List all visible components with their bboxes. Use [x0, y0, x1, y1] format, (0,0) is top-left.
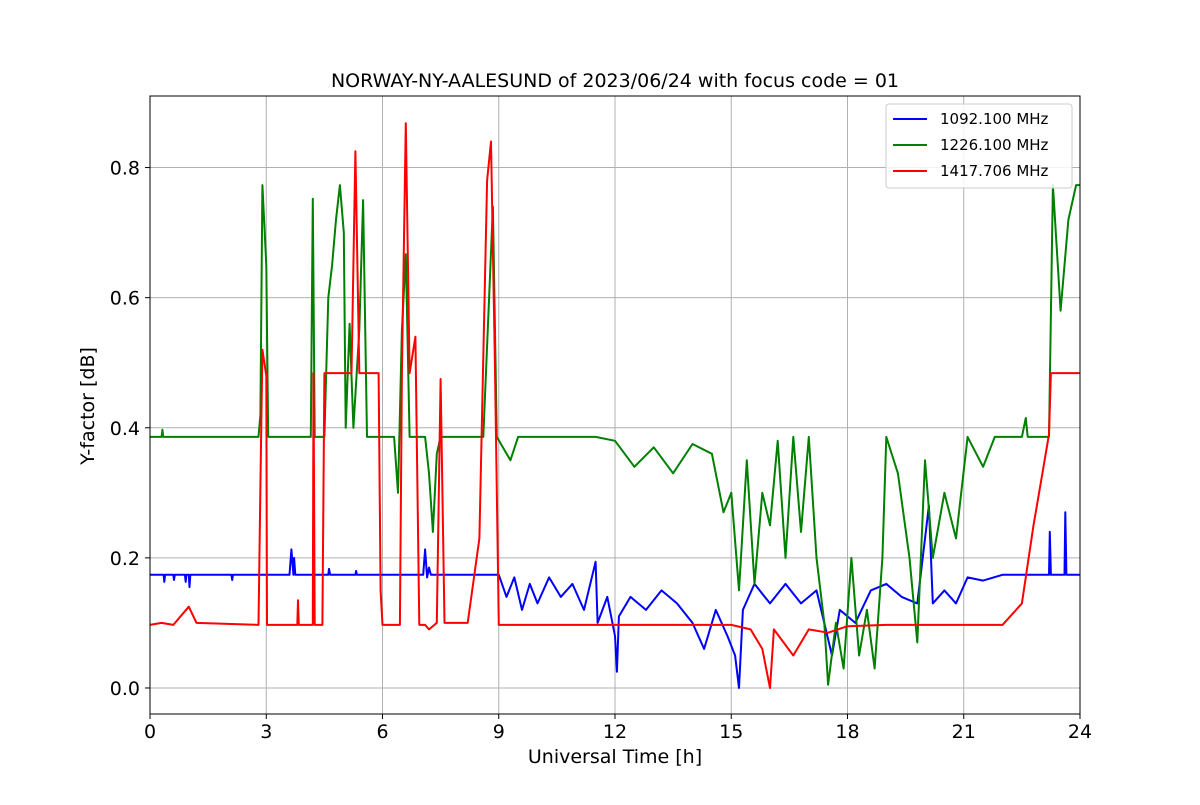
series-line-2 — [150, 184, 1080, 686]
x-tick-label: 15 — [719, 721, 743, 743]
x-tick-label: 21 — [952, 721, 976, 743]
legend-label: 1226.100 MHz — [940, 136, 1049, 154]
legend-label: 1417.706 MHz — [940, 162, 1049, 180]
y-axis-label: Y-factor [dB] — [77, 347, 99, 466]
chart-legend: 1092.100 MHz 1226.100 MHz 1417.706 MHz — [885, 103, 1073, 189]
x-tick-label: 9 — [493, 721, 505, 743]
chart-title: NORWAY-NY-AALESUND of 2023/06/24 with fo… — [331, 70, 899, 92]
series-line-1 — [150, 504, 1080, 689]
legend-box — [885, 103, 1073, 189]
legend-label: 1092.100 MHz — [940, 110, 1049, 128]
y-tick-label: 0.6 — [110, 288, 140, 310]
x-axis-label: Universal Time [h] — [528, 746, 702, 768]
x-tick-label: 3 — [260, 721, 272, 743]
y-tick-label: 0.8 — [110, 158, 140, 180]
x-tick-label: 0 — [144, 721, 156, 743]
x-tick-label: 18 — [835, 721, 859, 743]
x-tick-label: 12 — [603, 721, 627, 743]
series-lines — [149, 122, 1080, 689]
x-tick-label: 24 — [1068, 721, 1092, 743]
series-line-3 — [149, 122, 1080, 689]
axis-ticks: 0 3 6 9 12 15 18 21 24 0.0 0.2 0.4 0.6 0.8 — [110, 158, 1092, 743]
y-tick-label: 0.2 — [110, 548, 140, 570]
y-tick-label: 0.0 — [110, 678, 140, 700]
x-tick-label: 6 — [376, 721, 388, 743]
y-tick-label: 0.4 — [110, 418, 140, 440]
